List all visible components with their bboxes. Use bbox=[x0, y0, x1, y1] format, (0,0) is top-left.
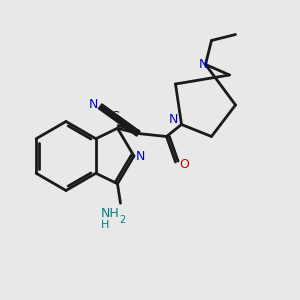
Text: NH: NH bbox=[100, 207, 119, 220]
Text: N: N bbox=[89, 98, 99, 111]
Text: C: C bbox=[110, 110, 119, 124]
Text: N: N bbox=[136, 149, 145, 163]
Text: H: H bbox=[101, 220, 110, 230]
Text: 2: 2 bbox=[119, 215, 126, 225]
Text: O: O bbox=[179, 158, 189, 172]
Text: N: N bbox=[168, 112, 178, 126]
Text: N: N bbox=[198, 58, 208, 71]
